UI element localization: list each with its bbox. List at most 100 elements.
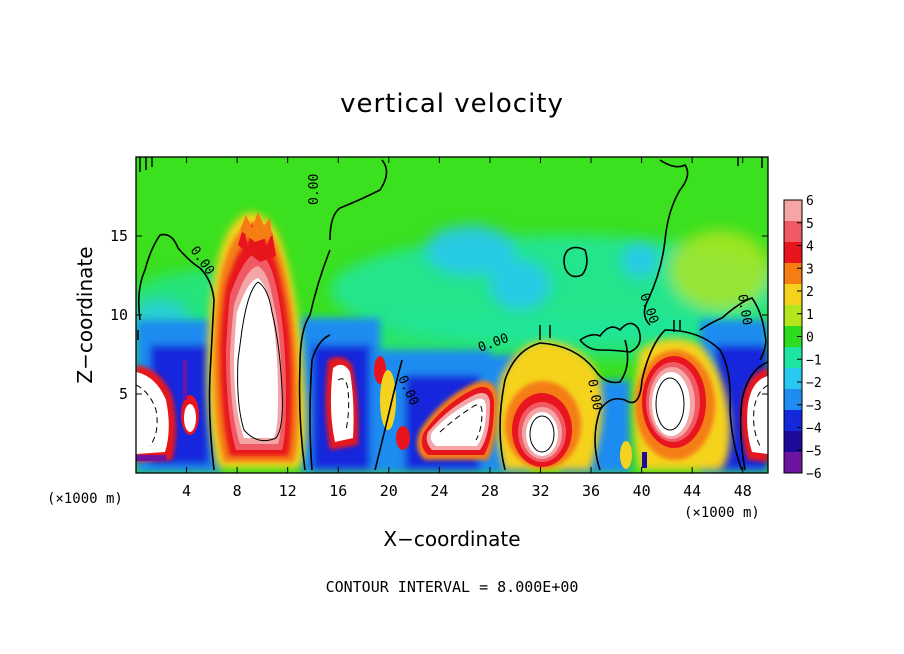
updraft-cell-32 [496,341,603,470]
colorbar-swatch [784,452,802,473]
colorbar-swatch [784,263,802,284]
zero-contours [138,159,768,471]
colorbar-label: −5 [806,444,822,459]
x-tick-label: 32 [531,482,549,500]
updraft-core [430,398,486,446]
strong-downdraft-streaks [136,360,647,468]
y-tick-label: 5 [119,385,128,403]
colorbar-swatch [784,284,802,305]
colorbar-label: 1 [806,308,814,323]
updraft-ring-red [396,426,410,450]
contour-line [499,339,629,471]
contour-line [298,249,331,471]
colorbar-swatch [784,347,802,368]
contour-line [655,377,685,431]
streak [136,455,166,461]
colorbar: 6 5 4 3 2 1 0 −1 −2 −3 −4 −5 −6 [783,194,822,482]
contour-line [699,297,767,361]
contour-line [337,378,350,431]
updraft-core [652,372,690,436]
updraft-ring-yellow [620,441,632,469]
negative-contours [136,378,768,447]
contour-line [529,415,555,453]
updraft-core [526,412,558,456]
contour-line [594,329,743,471]
colorbar-label: −2 [806,376,822,391]
upper-cool-zone [622,242,658,278]
x-tick-label: 36 [582,482,600,500]
colorbar-swatch [784,410,802,431]
contour-line [439,404,483,441]
upper-warm-zone [670,230,768,310]
contour-line [237,281,283,442]
updraft-core [234,278,278,438]
colorbar-swatch [784,431,802,452]
x-axis-label: X−coordinate [383,527,520,551]
updraft-core [184,404,196,432]
colorbar-swatch [784,305,802,326]
x-tick-label: 48 [734,482,752,500]
colorbar-label: 3 [806,262,814,277]
streak [183,360,187,400]
upper-cool-zone [425,225,515,275]
x-tick-label: 24 [430,482,448,500]
updraft-ring-yellow [380,370,396,430]
x-tick-label: 16 [329,482,347,500]
chart-title: vertical velocity [340,89,564,119]
x-unit-left: (×1000 m) [47,491,123,507]
contour-line [309,334,331,471]
contour-line [138,233,215,471]
contour-line [643,159,689,326]
contour-label: 0.00 [734,293,754,326]
x-tick-label: 44 [683,482,701,500]
colorbar-label: 0 [806,331,814,346]
core-contours [237,281,685,453]
y-axis-label: Z−coordinate [73,246,97,383]
x-tick-label: 28 [481,482,499,500]
streak [642,452,647,468]
updraft-cell-right-edge [740,368,768,462]
updraft-cell-small [181,356,632,469]
colorbar-label: 4 [806,240,814,255]
colorbar-swatch [784,200,802,221]
updraft-cell-26 [416,380,498,460]
contour-label: 0.00 [307,174,322,205]
y-tick-label: 15 [110,227,128,245]
updraft-crest [238,220,276,262]
colorbar-label: −4 [806,422,822,437]
colorbar-label: −6 [806,467,822,482]
contour-line [563,246,588,278]
noise-ticks [137,157,763,340]
x-axis: 4 8 12 16 20 24 28 32 36 40 44 48 [182,157,752,500]
contour-line [374,359,403,471]
contour-label: 0.00 [584,378,604,411]
updraft-crest [240,212,272,242]
x-unit-right: (×1000 m) [684,505,760,521]
colorbar-label: 5 [806,217,814,232]
x-tick-label: 4 [182,482,191,500]
colorbar-swatch [784,389,802,410]
plot-area: 0.00 0.00 0.00 0.00 0.00 0.00 0.00 [136,157,768,473]
x-tick-label: 20 [380,482,398,500]
colorbar-label: 2 [806,285,814,300]
contour-line [329,159,388,241]
y-axis: 5 10 15 [110,227,768,403]
updraft-core [330,364,354,442]
colorbar-label: −3 [806,399,822,414]
colorbar-label: 6 [806,194,814,209]
contour-line [579,322,641,353]
colorbar-swatch [784,221,802,242]
colorbar-swatch [784,242,802,263]
contour-line [136,384,158,447]
updraft-core [136,372,169,454]
contour-interval-note: CONTOUR INTERVAL = 8.000E+00 [326,578,579,596]
updraft-cell-17 [325,356,359,450]
x-tick-label: 8 [233,482,242,500]
colorbar-swatch [784,368,802,389]
x-tick-label: 12 [279,482,297,500]
updraft-cell-main [207,212,307,468]
updraft-cell-left-edge [136,365,176,462]
colorbar-swatch [784,326,802,347]
updraft-core [747,376,768,454]
